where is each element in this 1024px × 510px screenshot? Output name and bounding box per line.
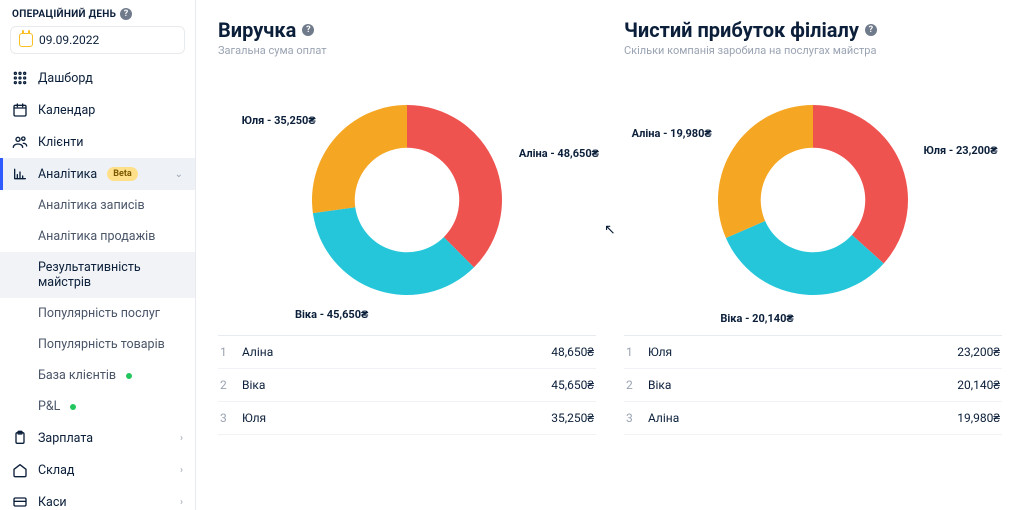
status-dot-icon: [126, 373, 132, 379]
chevron-right-icon: ›: [180, 433, 183, 444]
rank-value: 45,650₴: [551, 378, 594, 392]
sidebar-item-label: Зарплата: [38, 431, 93, 446]
rank-value: 23,200₴: [957, 345, 1000, 359]
rank-name: Аліна: [648, 411, 957, 425]
app-root: ОПЕРАЦІЙНИЙ ДЕНЬ ? 09.09.2022 Дашборд Кал…: [0, 0, 1024, 510]
sidebar-subitem-label: Популярність товарів: [38, 337, 165, 352]
help-icon[interactable]: ?: [865, 24, 877, 36]
sidebar-item-calendar[interactable]: Календар: [0, 94, 195, 126]
rank-name: Віка: [242, 378, 551, 392]
sidebar-item-stock[interactable]: Склад ›: [0, 454, 195, 486]
sidebar-item-cash[interactable]: Каси ›: [0, 486, 195, 510]
sidebar-subitem-label: Популярність послуг: [38, 306, 160, 321]
panel-profit-sub: Скільки компанія заробила на послугах ма…: [624, 44, 1002, 57]
sidebar-subitem-a-masters[interactable]: Результативність майстрів: [0, 252, 195, 298]
donut-slice-Юля[interactable]: [312, 105, 407, 213]
rank-number: 2: [220, 378, 242, 392]
home-icon: [12, 462, 28, 478]
sidebar-item-clients[interactable]: Клієнти: [0, 126, 195, 158]
panel-profit-title-text: Чистий прибуток філіалу: [624, 18, 859, 42]
donut-slice-Аліна[interactable]: [718, 105, 813, 238]
rank-row: 2Віка45,650₴: [218, 369, 596, 402]
sidebar-subitem-label: Результативність майстрів: [38, 260, 183, 290]
donut-slice-Аліна[interactable]: [407, 105, 502, 267]
sidebar-item-label: Каси: [38, 495, 67, 510]
help-icon[interactable]: ?: [302, 24, 314, 36]
sidebar-subitem-a-pnl[interactable]: P&L: [0, 391, 195, 422]
panel-revenue: Виручка ? Загальна сума оплат Аліна - 48…: [218, 18, 596, 435]
help-icon[interactable]: ?: [120, 8, 132, 20]
chart-icon: [12, 166, 28, 182]
sidebar-subitem-a-serv[interactable]: Популярність послуг: [0, 298, 195, 329]
rank-row: 3Юля35,250₴: [218, 402, 596, 435]
sidebar-subitem-label: Аналітика продажів: [38, 229, 155, 244]
sidebar-subitem-a-goods[interactable]: Популярність товарів: [0, 329, 195, 360]
chart-profit: Юля - 23,200₴Віка - 20,140₴Аліна - 19,98…: [624, 65, 1002, 335]
sidebar-item-label: Календар: [38, 103, 95, 118]
date-value: 09.09.2022: [39, 33, 99, 47]
sidebar-item-label: Дашборд: [38, 71, 93, 86]
rank-name: Юля: [242, 411, 551, 425]
rank-value: 20,140₴: [957, 378, 1000, 392]
sidebar-nav: ДашбордКалендарКлієнтиАналітикаBeta⌄Анал…: [0, 62, 195, 510]
rank-number: 3: [626, 411, 648, 425]
sidebar-subitem-label: Аналітика записів: [38, 198, 145, 213]
sidebar-item-dashboard[interactable]: Дашборд: [0, 62, 195, 94]
calendar-icon: [12, 102, 28, 118]
op-day-label: ОПЕРАЦІЙНИЙ ДЕНЬ ?: [0, 0, 195, 20]
wallet-icon: [12, 494, 28, 510]
panel-revenue-title-text: Виручка: [218, 18, 296, 42]
chevron-down-icon: ⌄: [175, 169, 183, 180]
sidebar-subitem-a-records[interactable]: Аналітика записів: [0, 190, 195, 221]
sidebar-item-label: Аналітика: [38, 167, 97, 182]
sidebar-item-salary[interactable]: Зарплата ›: [0, 422, 195, 454]
rank-value: 19,980₴: [957, 411, 1000, 425]
calendar-icon: [19, 33, 33, 47]
chevron-right-icon: ›: [180, 497, 183, 508]
ranking-revenue: 1Аліна48,650₴2Віка45,650₴3Юля35,250₴: [218, 335, 596, 435]
rank-value: 35,250₴: [551, 411, 594, 425]
rank-row: 2Віка20,140₴: [624, 369, 1002, 402]
donut-slice-Юля[interactable]: [813, 105, 908, 263]
rank-row: 1Аліна48,650₴: [218, 336, 596, 369]
sidebar: ОПЕРАЦІЙНИЙ ДЕНЬ ? 09.09.2022 Дашборд Кал…: [0, 0, 196, 510]
rank-name: Віка: [648, 378, 957, 392]
users-icon: [12, 134, 28, 150]
rank-row: 1Юля23,200₴: [624, 336, 1002, 369]
beta-badge: Beta: [107, 167, 137, 181]
date-picker[interactable]: 09.09.2022: [10, 26, 185, 54]
rank-name: Юля: [648, 345, 957, 359]
sidebar-item-analytics[interactable]: Аналітика Beta ⌄: [0, 158, 195, 190]
rank-number: 2: [626, 378, 648, 392]
sidebar-item-label: Клієнти: [38, 135, 83, 150]
rank-row: 3Аліна19,980₴: [624, 402, 1002, 435]
op-day-text: ОПЕРАЦІЙНИЙ ДЕНЬ: [12, 9, 116, 20]
chevron-right-icon: ›: [180, 465, 183, 476]
panel-profit: Чистий прибуток філіалу ? Скільки компан…: [624, 18, 1002, 435]
ranking-profit: 1Юля23,200₴2Віка20,140₴3Аліна19,980₴: [624, 335, 1002, 435]
sidebar-subitem-label: P&L: [38, 399, 60, 414]
main: Виручка ? Загальна сума оплат Аліна - 48…: [196, 0, 1024, 510]
clipboard-icon: [12, 430, 28, 446]
sidebar-item-label: Склад: [38, 463, 74, 478]
sidebar-subitem-a-sales[interactable]: Аналітика продажів: [0, 221, 195, 252]
panel-profit-title: Чистий прибуток філіалу ?: [624, 18, 1002, 42]
sidebar-subitem-label: База клієнтів: [38, 368, 116, 383]
rank-value: 48,650₴: [551, 345, 594, 359]
donut-slice-Віка[interactable]: [313, 207, 474, 295]
sidebar-subitem-a-base[interactable]: База клієнтів: [0, 360, 195, 391]
panel-revenue-title: Виручка ?: [218, 18, 596, 42]
panels: Виручка ? Загальна сума оплат Аліна - 48…: [218, 18, 1002, 435]
chart-revenue: Аліна - 48,650₴Віка - 45,650₴Юля - 35,25…: [218, 65, 596, 335]
rank-number: 1: [626, 345, 648, 359]
rank-number: 3: [220, 411, 242, 425]
rank-name: Аліна: [242, 345, 551, 359]
rank-number: 1: [220, 345, 242, 359]
panel-revenue-sub: Загальна сума оплат: [218, 44, 596, 57]
status-dot-icon: [70, 404, 76, 410]
grid-icon: [12, 70, 28, 86]
